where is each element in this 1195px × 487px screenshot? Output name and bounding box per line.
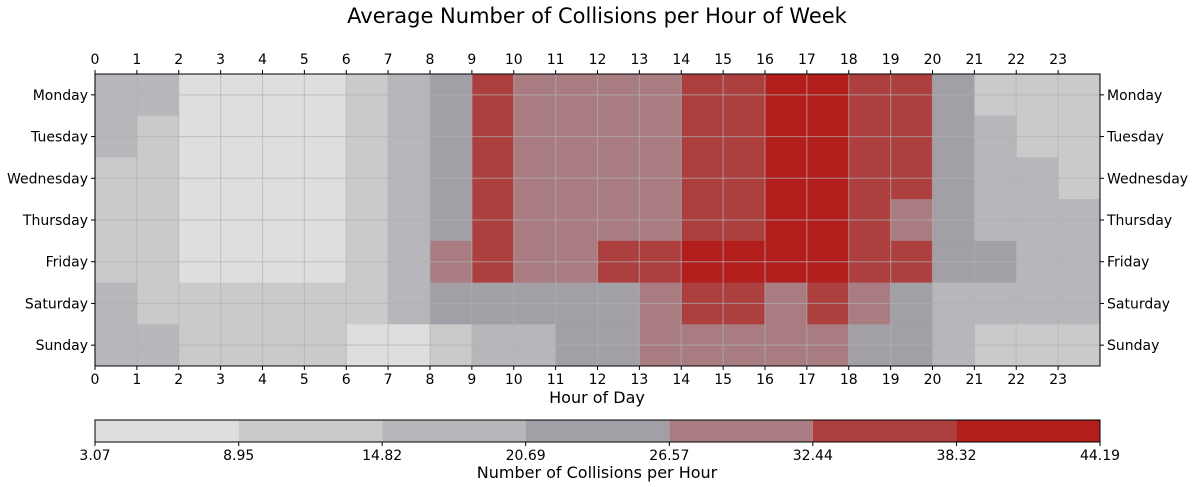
x-tick-label: 20 (924, 372, 942, 388)
colorbar-segment (382, 420, 526, 442)
x-tick-label: 14 (672, 52, 690, 68)
colorbar-tick-label: 8.95 (223, 448, 254, 464)
x-tick-label: 21 (965, 52, 983, 68)
y-tick-label: Thursday (22, 213, 88, 229)
x-tick-label: 0 (91, 52, 100, 68)
x-tick-label: 22 (1007, 52, 1025, 68)
x-ticks-top: 0 1 2 3 4 5 6 7 8 9 10 11 12 13 14 15 16 17 18 19 20 21 22 23 (91, 52, 1067, 74)
x-tick-label: 19 (882, 52, 900, 68)
colorbar-tick-label: 3.07 (79, 448, 110, 464)
colorbar-segment (525, 420, 670, 442)
y-tick-label: Saturday (1107, 296, 1170, 312)
x-tick-label: 0 (91, 372, 100, 388)
x-tick-label: 3 (216, 52, 225, 68)
x-tick-label: 13 (630, 52, 648, 68)
x-tick-label: 15 (714, 52, 732, 68)
x-tick-label: 15 (714, 372, 732, 388)
y-tick-label: Friday (1107, 255, 1149, 271)
colorbar-tick-label: 38.32 (936, 448, 976, 464)
x-tick-label: 22 (1007, 372, 1025, 388)
x-tick-label: 10 (505, 52, 523, 68)
x-tick-label: 9 (467, 52, 476, 68)
colorbar-segment (238, 420, 383, 442)
y-tick-label: Sunday (1107, 338, 1159, 354)
x-tick-label: 4 (258, 372, 267, 388)
x-tick-label: 10 (505, 372, 523, 388)
y-tick-label: Monday (1107, 88, 1162, 104)
x-tick-label: 13 (630, 372, 648, 388)
y-tick-label: Monday (33, 88, 88, 104)
grid-lines (94, 74, 1100, 366)
x-tick-label: 11 (547, 52, 565, 68)
x-tick-label: 2 (174, 372, 183, 388)
x-tick-label: 14 (672, 372, 690, 388)
x-tick-label: 16 (756, 372, 774, 388)
y-tick-label: Friday (46, 255, 88, 271)
y-tick-label: Sunday (36, 338, 88, 354)
x-tick-label: 12 (589, 52, 607, 68)
colorbar-ticks: 3.07 8.95 14.82 20.69 26.57 32.44 38.32 44.19 (79, 442, 1120, 464)
x-tick-label: 6 (342, 372, 351, 388)
x-tick-label: 1 (132, 372, 141, 388)
x-tick-label: 21 (965, 372, 983, 388)
colorbar-tick-label: 32.44 (793, 448, 833, 464)
y-ticks-left: Monday Tuesday Wednesday Thursday Friday Satu… (7, 88, 95, 354)
colorbar-segment (669, 420, 813, 442)
x-tick-label: 4 (258, 52, 267, 68)
colorbar-segment (95, 420, 239, 442)
x-tick-label: 6 (342, 52, 351, 68)
x-axis-label: Hour of Day (549, 388, 645, 407)
colorbar-frame (94, 419, 1101, 443)
x-tick-label: 12 (589, 372, 607, 388)
y-tick-label: Saturday (25, 296, 88, 312)
y-tick-label: Tuesday (1106, 130, 1164, 146)
x-tick-label: 9 (467, 372, 476, 388)
x-tick-label: 16 (756, 52, 774, 68)
colorbar-segment (956, 420, 1100, 442)
colorbar-segment (812, 420, 957, 442)
colorbar-tick-label: 44.19 (1080, 448, 1120, 464)
x-tick-label: 20 (924, 52, 942, 68)
colorbar-tick-label: 26.57 (649, 448, 689, 464)
x-tick-label: 11 (547, 372, 565, 388)
y-tick-label: Wednesday (7, 171, 88, 187)
y-tick-label: Wednesday (1107, 171, 1188, 187)
x-tick-label: 19 (882, 372, 900, 388)
colorbar-tick-label: 14.82 (362, 448, 402, 464)
x-tick-label: 18 (840, 372, 858, 388)
chart-title: Average Number of Collisions per Hour of… (347, 4, 848, 28)
x-tick-label: 23 (1049, 372, 1067, 388)
x-tick-label: 23 (1049, 52, 1067, 68)
x-tick-label: 7 (384, 372, 393, 388)
y-tick-label: Thursday (1106, 213, 1172, 229)
x-tick-label: 18 (840, 52, 858, 68)
x-tick-label: 8 (426, 52, 435, 68)
x-tick-label: 1 (132, 52, 141, 68)
x-tick-label: 17 (798, 52, 816, 68)
y-tick-label: Tuesday (30, 130, 88, 146)
x-tick-label: 8 (426, 372, 435, 388)
x-tick-label: 7 (384, 52, 393, 68)
x-tick-label: 5 (300, 372, 309, 388)
y-ticks-right: Monday Tuesday Wednesday Thursday Friday Satu… (1100, 88, 1188, 354)
x-tick-label: 3 (216, 372, 225, 388)
x-tick-label: 2 (174, 52, 183, 68)
colorbar-tick-label: 20.69 (506, 448, 546, 464)
colorbar (95, 420, 1100, 442)
x-ticks-bottom: 0 1 2 3 4 5 6 7 8 9 10 11 12 13 14 15 16 17 18 19 20 21 22 23 (91, 366, 1067, 388)
x-tick-label: 5 (300, 52, 309, 68)
x-tick-label: 17 (798, 372, 816, 388)
colorbar-label: Number of Collisions per Hour (477, 463, 718, 482)
